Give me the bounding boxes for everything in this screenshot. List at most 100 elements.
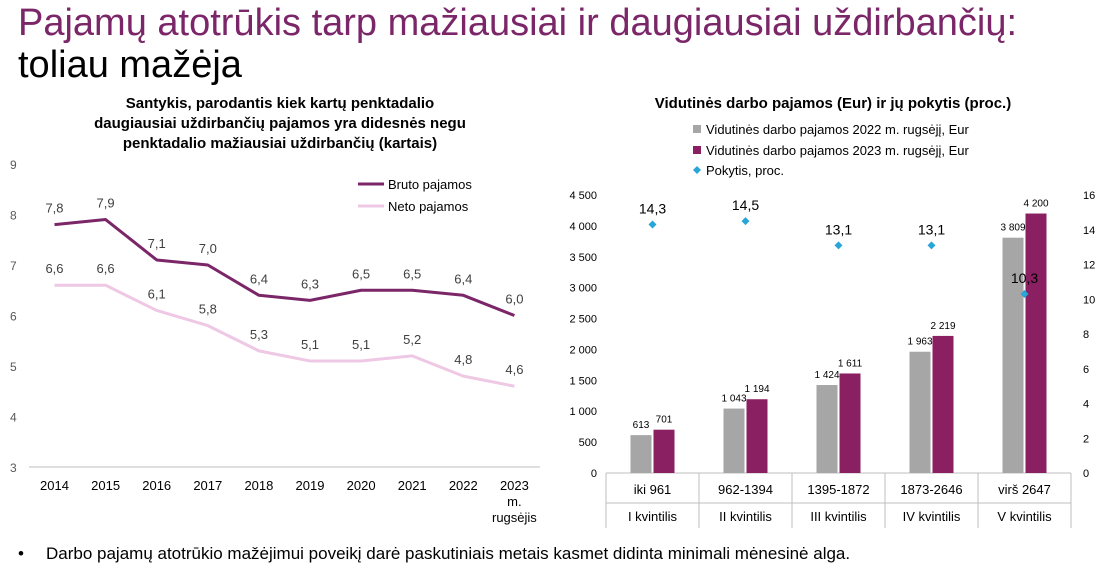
y2-tick-label: 14: [1083, 225, 1095, 237]
y2-tick-label: 6: [1083, 364, 1089, 376]
ratio-chart-title: Santykis, parodantis kiek kartų penktada…: [70, 94, 490, 154]
bullet-icon: •: [18, 544, 24, 563]
x-tick-label: 2016: [142, 478, 171, 493]
y2-tick-label: 4: [1083, 399, 1089, 411]
category-label: 1395-1872: [807, 482, 869, 497]
x-tick-label: 2014: [40, 478, 69, 493]
y-tick-label: 3 000: [569, 283, 597, 295]
data-label: 6,4: [454, 271, 472, 286]
legend-swatch: [693, 146, 701, 154]
change-marker: [648, 220, 657, 229]
legend-label: Bruto pajamos: [388, 177, 472, 192]
legend-label: Vidutinės darbo pajamos 2023 m. rugsėjį,…: [706, 143, 969, 158]
bar-2023: [746, 399, 768, 473]
y-tick-label: 1 000: [569, 406, 597, 418]
ratio-line-chart: 3 4 5 6 7 8 9 2014 2015 2016 2017 2018 2019 2020 2021 2…: [10, 158, 540, 525]
y-tick-label: 4 500: [569, 190, 597, 202]
data-label: 6,5: [403, 266, 421, 281]
data-label: 1 963: [907, 337, 932, 348]
category-label: 962-1394: [718, 482, 773, 497]
x-tick-label: 2017: [193, 478, 222, 493]
change-label: 10,3: [1011, 270, 1038, 286]
y-tick-label: 2 500: [569, 314, 597, 326]
y-tick-label: 500: [579, 437, 597, 449]
data-label: 6,0: [505, 292, 523, 307]
category-label: iki 961: [634, 482, 672, 497]
y-tick-label: 7: [10, 259, 17, 273]
data-label: 5,2: [403, 332, 421, 347]
group-label: V kvintilis: [997, 509, 1052, 524]
change-label: 13,1: [918, 221, 945, 237]
data-label: 6,6: [45, 261, 63, 276]
x-tick-label: 2021: [398, 478, 427, 493]
data-label: 6,4: [250, 271, 268, 286]
y-tick-label: 8: [10, 209, 17, 223]
y2-tick-label: 12: [1083, 260, 1095, 272]
x-tick-label: rugsėjis: [492, 510, 537, 525]
data-label: 6,1: [148, 286, 166, 301]
data-label: 4,6: [505, 362, 523, 377]
change-label: 14,5: [732, 197, 759, 213]
bar-2023: [932, 335, 954, 473]
y2-tick-label: 0: [1083, 468, 1089, 480]
legend-swatch: [693, 125, 701, 133]
data-label: 701: [656, 415, 673, 426]
bar-2022: [1002, 237, 1024, 473]
category-label: 1873-2646: [900, 482, 962, 497]
data-label: 4 200: [1023, 199, 1048, 210]
y-tick-label: 3 500: [569, 252, 597, 264]
footnote: • Darbo pajamų atotrūkio mažėjimui poveik…: [18, 543, 850, 565]
y-tick-label: 4: [10, 411, 17, 425]
bar-2022: [723, 408, 745, 473]
y-tick-label: 1 500: [569, 375, 597, 387]
data-label: 1 194: [744, 384, 769, 395]
ratio-chart-title-line: penktadalio mažiausiai uždirbančių (kart…: [122, 135, 438, 152]
data-label: 5,1: [352, 337, 370, 352]
legend-label: Vidutinės darbo pajamos 2022 m. rugsėjį,…: [706, 122, 969, 137]
data-label: 1 611: [838, 358, 863, 369]
x-tick-label: 2020: [347, 478, 376, 493]
y-tick-label: 4 000: [569, 221, 597, 233]
y-tick-label: 5: [10, 360, 17, 374]
data-label: 7,0: [199, 241, 217, 256]
data-label: 613: [633, 420, 650, 431]
change-label: 13,1: [825, 221, 852, 237]
group-label: II kvintilis: [719, 509, 772, 524]
page-title-line-2: toliau mažėja: [18, 44, 242, 86]
change-marker: [741, 217, 750, 226]
y-tick-label: 2 000: [569, 344, 597, 356]
bruto-series-line: [54, 218, 515, 317]
bar-2022: [816, 385, 838, 473]
change-marker: [834, 241, 843, 250]
data-label: 1 424: [814, 370, 839, 381]
data-label: 6,3: [301, 276, 319, 291]
x-tick-label: 2018: [244, 478, 273, 493]
y2-tick-label: 8: [1083, 329, 1089, 341]
bar-2022: [909, 351, 931, 473]
x-tick-label: 2022: [449, 478, 478, 493]
footnote-text: Darbo pajamų atotrūkio mažėjimui poveikį…: [46, 544, 851, 563]
page-title-line-1: Pajamų atotrūkis tarp mažiausiai ir daug…: [18, 2, 1018, 44]
y-tick-label: 3: [10, 461, 17, 475]
y-tick-label: 6: [10, 310, 17, 324]
group-label: III kvintilis: [810, 509, 867, 524]
x-tick-label: m.: [507, 494, 521, 509]
data-label: 2 219: [930, 321, 955, 332]
bar-2023: [839, 373, 861, 473]
y2-tick-label: 10: [1083, 294, 1095, 306]
data-label: 7,9: [97, 196, 115, 211]
category-label: virš 2647: [998, 482, 1051, 497]
data-label: 3 809: [1000, 223, 1025, 234]
data-label: 7,1: [148, 236, 166, 251]
change-marker: [927, 241, 936, 250]
legend-label: Pokytis, proc.: [706, 163, 784, 178]
change-label: 14,3: [639, 201, 666, 217]
group-label: I kvintilis: [628, 509, 678, 524]
y-tick-label: 0: [591, 468, 597, 480]
legend-swatch: [693, 166, 701, 174]
change-marker: [1020, 290, 1029, 299]
data-label: 5,1: [301, 337, 319, 352]
y-tick-label: 9: [10, 158, 17, 172]
y2-tick-label: 16: [1083, 190, 1095, 202]
page-title: Pajamų atotrūkis tarp mažiausiai ir daug…: [18, 2, 1017, 86]
